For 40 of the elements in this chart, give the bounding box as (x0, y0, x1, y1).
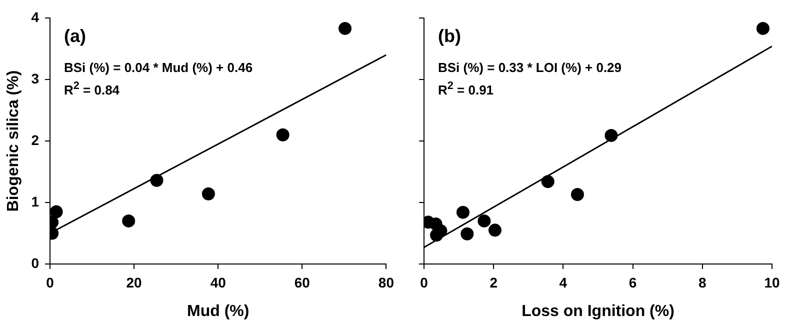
annotation: BSi (%) = 0.04 * Mud (%) + 0.46 (64, 60, 253, 75)
point (430, 228, 444, 242)
x-tick-label: 10 (764, 274, 780, 290)
point (570, 188, 584, 202)
y-tick-label: 2 (31, 132, 40, 148)
y-tick-label: 1 (31, 193, 40, 210)
point (202, 187, 215, 200)
y-axis-title: Biogenic silica (%) (5, 70, 22, 212)
point (541, 175, 554, 188)
x-tick-label: 80 (378, 274, 394, 290)
x-tick-label: 60 (294, 274, 310, 290)
point (488, 224, 502, 237)
annotation: (b) (438, 26, 461, 47)
point (478, 214, 491, 228)
x-tick-label: 0 (46, 274, 54, 290)
point (460, 227, 474, 240)
y-tick-label: 0 (31, 254, 40, 271)
annotation: R$^{2}$ = 0.84 (64, 80, 120, 98)
y-tick-label: 3 (31, 70, 40, 86)
x-axis-title: Mud (%) (187, 302, 250, 320)
x-tick-label: 4 (559, 274, 568, 290)
point (150, 174, 164, 187)
y-tick-label: 4 (31, 8, 40, 25)
annotation: R$^{2}$ = 0.91 (438, 80, 494, 98)
point (276, 128, 290, 142)
x-tick-label: 6 (628, 274, 637, 290)
x-tick-label: 20 (126, 274, 142, 290)
x-tick-label: 2 (490, 274, 498, 290)
point (338, 22, 352, 35)
x-axis-title: Loss on Ignition (%) (522, 302, 674, 320)
point (50, 205, 63, 218)
point (122, 214, 136, 228)
x-tick-label: 0 (420, 274, 428, 290)
point (756, 22, 770, 35)
point (456, 206, 470, 219)
point (604, 128, 618, 142)
annotation: BSi (%) = 0.33 * LOI (%) + 0.29 (438, 60, 622, 75)
x-tick-label: 40 (210, 274, 226, 290)
x-tick-label: 8 (698, 274, 706, 290)
annotation: (a) (64, 26, 86, 47)
